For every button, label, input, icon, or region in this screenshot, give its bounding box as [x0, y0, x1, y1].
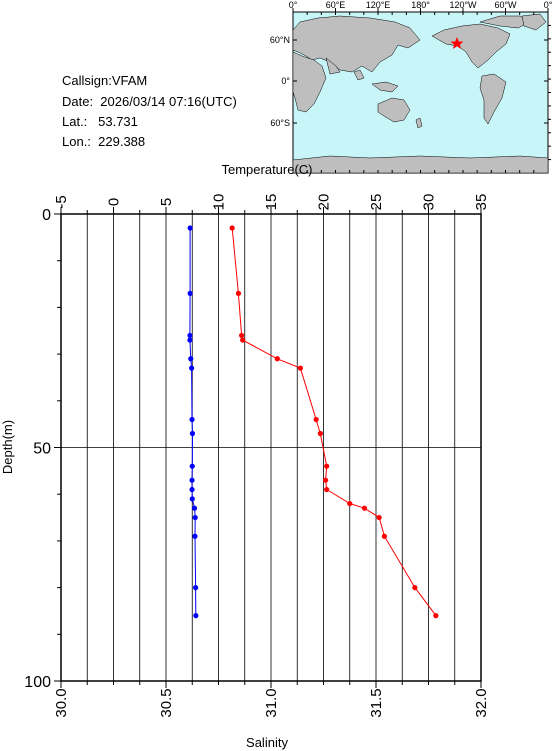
- station-date: Date: 2026/03/14 07:16(UTC): [62, 94, 237, 109]
- chart-grid: [61, 214, 481, 681]
- temperature-data-point: [433, 613, 439, 619]
- temperature-data-point: [412, 585, 418, 591]
- top-axis-tick-label: 10: [211, 194, 228, 211]
- top-axis-tick-label: 35: [473, 194, 490, 211]
- top-axis-tick-label: 30: [421, 194, 438, 211]
- map-left-label: 60°S: [270, 118, 290, 128]
- salinity-data-point: [187, 290, 193, 296]
- map-land: [292, 13, 549, 174]
- top-axis-tick-label: 0: [106, 198, 123, 206]
- salinity-data-point: [191, 505, 198, 511]
- temperature-data-point: [235, 290, 242, 296]
- salinity-data-point: [187, 332, 193, 339]
- map-top-labels: 0° 60°E 120°E 180° 120°W 60°W 0°: [289, 0, 553, 10]
- map-top-label: 180°: [411, 0, 430, 10]
- salinity-data-point: [189, 477, 195, 483]
- temperature-data-point: [361, 505, 368, 511]
- map-top-label: 60°E: [326, 0, 346, 10]
- temperature-profile-line: [231, 227, 437, 616]
- salinity-data-point: [189, 463, 195, 469]
- map-top-label: 0°: [289, 0, 298, 10]
- salinity-data-point: [189, 430, 196, 437]
- top-axis-tick-label: -5: [53, 195, 70, 208]
- temperature-data-point: [297, 365, 303, 371]
- map-left-label: 0°: [281, 76, 290, 86]
- top-axis-tick-label: 20: [316, 194, 333, 211]
- bottom-axis-title: Salinity: [246, 735, 288, 750]
- map-top-label: 120°E: [366, 0, 391, 10]
- temperature-data-point: [313, 416, 319, 423]
- temperature-data-point: [317, 430, 323, 437]
- salinity-data-point: [187, 225, 193, 231]
- map-left-label: 60°N: [270, 35, 290, 45]
- top-axis-title: Temperature(C): [221, 162, 312, 177]
- bottom-axis-tick-label: 31.5: [368, 688, 385, 717]
- y-axis-tick-label: 50: [33, 441, 51, 458]
- temperature-data-point: [324, 463, 330, 469]
- temperature-data-point: [381, 533, 387, 539]
- salinity-data-point: [189, 416, 195, 423]
- y-axis-tick-label: 100: [24, 674, 51, 691]
- salinity-data-point: [189, 496, 195, 502]
- chart-series: [187, 225, 439, 619]
- map-left-labels: 60°N 0° 60°S: [270, 35, 291, 128]
- bottom-axis-tick-label: 30.0: [53, 688, 70, 717]
- salinity-data-point: [189, 365, 195, 371]
- temperature-data-point: [239, 332, 245, 339]
- map-top-label: 120°W: [449, 0, 477, 10]
- salinity-data-point: [193, 613, 199, 619]
- station-marker-icon: [450, 37, 464, 49]
- temperature-data-point: [376, 514, 382, 521]
- temperature-data-point: [240, 337, 246, 343]
- temperature-data-point: [324, 486, 330, 493]
- station-latitude: Lat.: 53.731: [62, 114, 138, 129]
- y-axis-title: Depth(m): [0, 420, 15, 474]
- salinity-data-point: [192, 514, 198, 521]
- top-axis-tick-label: 5: [158, 198, 175, 206]
- salinity-data-point: [192, 533, 198, 539]
- station-callsign: Callsign:VFAM: [62, 73, 148, 88]
- salinity-data-point: [188, 356, 194, 362]
- salinity-data-point: [193, 585, 199, 591]
- map-ticks: [292, 8, 551, 173]
- map-top-label: 0°: [544, 0, 553, 10]
- map-top-label: 60°W: [494, 0, 517, 10]
- world-map: 0° 60°E 120°E 180° 120°W 60°W 0° 60°N 0° 60°S: [270, 0, 553, 174]
- top-axis-tick-label: 25: [368, 194, 385, 211]
- temperature-data-point: [274, 356, 280, 362]
- bottom-axis-tick-label: 30.5: [158, 688, 175, 717]
- salinity-data-point: [187, 337, 193, 343]
- station-longitude: Lon.: 229.388: [62, 134, 146, 149]
- temperature-data-point: [323, 477, 329, 483]
- top-axis-tick-label: 15: [263, 194, 280, 211]
- bottom-axis-tick-label: 31.0: [263, 688, 280, 717]
- y-axis-tick-label: 0: [42, 207, 51, 224]
- bottom-axis-tick-label: 32.0: [473, 688, 490, 717]
- salinity-data-point: [189, 486, 195, 493]
- temperature-data-point: [229, 225, 235, 231]
- temperature-data-point: [347, 500, 353, 507]
